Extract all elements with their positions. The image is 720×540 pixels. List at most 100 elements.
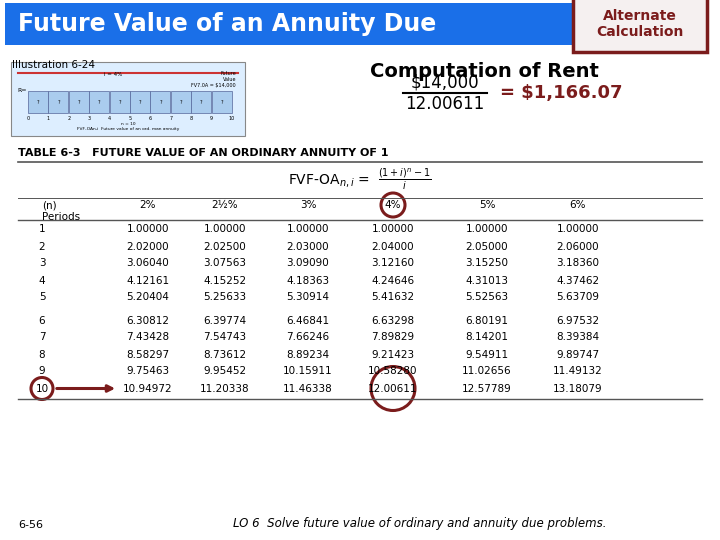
Text: 3.18360: 3.18360 [557,259,600,268]
Text: n = 10
FVF-OAn,i  Future value of an ord. man annuity: n = 10 FVF-OAn,i Future value of an ord.… [77,123,179,131]
Text: 7.89829: 7.89829 [372,333,415,342]
Text: ?: ? [180,99,182,105]
Text: 8.39384: 8.39384 [557,333,600,342]
Text: ?: ? [98,99,101,105]
Text: 5%: 5% [479,200,495,210]
Text: 6.97532: 6.97532 [557,315,600,326]
Bar [212,91,232,113]
Text: 9.75463: 9.75463 [127,367,170,376]
Text: 11.49132: 11.49132 [553,367,603,376]
Text: 11.20338: 11.20338 [200,383,250,394]
Text: ?: ? [159,99,162,105]
Text: 0: 0 [27,116,30,121]
Text: 8: 8 [39,349,45,360]
Text: = $1,166.07: = $1,166.07 [500,84,623,102]
Text: ?: ? [119,99,121,105]
Text: 3.12160: 3.12160 [372,259,415,268]
Text: 7: 7 [169,116,172,121]
Text: ?: ? [78,99,81,105]
Bar [48,91,68,113]
Text: 5.52563: 5.52563 [465,293,508,302]
Text: 10.15911: 10.15911 [283,367,333,376]
Text: 4.31013: 4.31013 [466,275,508,286]
Text: 12.57789: 12.57789 [462,383,512,394]
Text: 2.05000: 2.05000 [466,241,508,252]
Text: 11.02656: 11.02656 [462,367,512,376]
Text: 11.46338: 11.46338 [283,383,333,394]
Text: 5.63709: 5.63709 [557,293,600,302]
Text: TABLE 6-3   FUTURE VALUE OF AN ORDINARY ANNUITY OF 1: TABLE 6-3 FUTURE VALUE OF AN ORDINARY AN… [18,148,389,158]
Text: Illustration 6-24: Illustration 6-24 [12,60,95,70]
FancyBboxPatch shape [11,62,245,136]
Text: 4.18363: 4.18363 [287,275,330,286]
Text: ?: ? [37,99,40,105]
Text: R=: R= [17,87,27,92]
Text: 8.89234: 8.89234 [287,349,330,360]
Bar [130,91,150,113]
Text: 1.00000: 1.00000 [466,225,508,234]
Text: 8.14201: 8.14201 [466,333,508,342]
Bar [89,91,109,113]
Text: 7: 7 [39,333,45,342]
Text: 4.37462: 4.37462 [557,275,600,286]
Text: 2%: 2% [140,200,156,210]
Text: 3: 3 [39,259,45,268]
Text: 1: 1 [39,225,45,234]
Text: 4.12161: 4.12161 [127,275,170,286]
Text: 5: 5 [128,116,132,121]
Text: 6.46841: 6.46841 [287,315,330,326]
Text: 10.58280: 10.58280 [368,367,418,376]
Bar [171,91,191,113]
Text: FVF-OA$_{n,i}$ =  $\frac{(1 + i)^{n} - 1}{i}$: FVF-OA$_{n,i}$ = $\frac{(1 + i)^{n} - 1}… [289,166,431,192]
FancyBboxPatch shape [573,0,707,52]
Text: 9.89747: 9.89747 [557,349,600,360]
Text: 2: 2 [39,241,45,252]
Text: 10.94972: 10.94972 [123,383,173,394]
Text: 7.43428: 7.43428 [127,333,170,342]
Text: (n)
Periods: (n) Periods [42,200,80,221]
Text: 6.39774: 6.39774 [204,315,246,326]
Text: 9.95452: 9.95452 [204,367,246,376]
Text: 2.04000: 2.04000 [372,241,414,252]
Text: 8: 8 [189,116,193,121]
Text: 5.25633: 5.25633 [204,293,246,302]
Text: 9: 9 [210,116,213,121]
Text: Alternate
Calculation: Alternate Calculation [596,9,684,39]
Text: 1.00000: 1.00000 [287,225,329,234]
Text: 9: 9 [39,367,45,376]
Bar [69,91,89,113]
Text: 5: 5 [39,293,45,302]
Bar [150,91,171,113]
Text: LO 6  Solve future value of ordinary and annuity due problems.: LO 6 Solve future value of ordinary and … [233,517,607,530]
Text: i = 4%: i = 4% [104,72,122,77]
Text: 1: 1 [47,116,50,121]
Text: 4%: 4% [384,200,401,210]
Text: 3%: 3% [300,200,316,210]
Bar [192,91,211,113]
Text: 5.20404: 5.20404 [127,293,169,302]
Text: Future Value of an Annuity Due: Future Value of an Annuity Due [18,12,436,36]
Text: 12.00611: 12.00611 [405,95,485,113]
Text: 2.03000: 2.03000 [287,241,329,252]
Text: 2: 2 [67,116,71,121]
Text: 10: 10 [35,383,48,394]
Text: 9.21423: 9.21423 [372,349,415,360]
Text: 3.09090: 3.09090 [287,259,329,268]
Text: 4.15252: 4.15252 [204,275,246,286]
Text: ?: ? [139,99,142,105]
Bar [109,91,130,113]
Text: 6%: 6% [570,200,586,210]
Text: 5.41632: 5.41632 [372,293,415,302]
Text: 2.02500: 2.02500 [204,241,246,252]
Text: 6.30812: 6.30812 [127,315,169,326]
Text: 2.02000: 2.02000 [127,241,169,252]
Text: $14,000: $14,000 [410,73,480,91]
Text: 4: 4 [39,275,45,286]
Text: 13.18079: 13.18079 [553,383,603,394]
Text: Future
Value
FV7.0A = $14,000: Future Value FV7.0A = $14,000 [192,71,236,87]
Text: 1.00000: 1.00000 [557,225,599,234]
Text: 6-56: 6-56 [18,520,43,530]
Text: 6: 6 [39,315,45,326]
Text: 7.66246: 7.66246 [287,333,330,342]
Text: 2½%: 2½% [212,200,238,210]
